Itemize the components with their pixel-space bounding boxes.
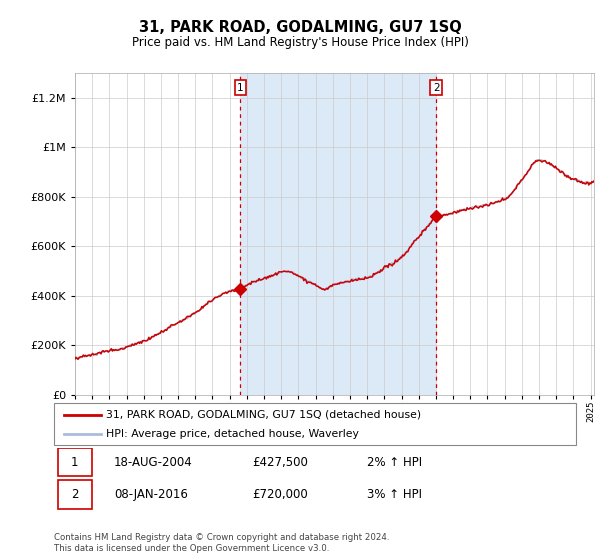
FancyBboxPatch shape: [54, 403, 576, 445]
FancyBboxPatch shape: [58, 448, 92, 477]
Text: 31, PARK ROAD, GODALMING, GU7 1SQ (detached house): 31, PARK ROAD, GODALMING, GU7 1SQ (detac…: [106, 409, 421, 419]
Text: 18-AUG-2004: 18-AUG-2004: [114, 456, 193, 469]
Text: 2: 2: [71, 488, 79, 501]
FancyBboxPatch shape: [58, 480, 92, 508]
Text: 2% ↑ HPI: 2% ↑ HPI: [367, 456, 422, 469]
Text: 08-JAN-2016: 08-JAN-2016: [114, 488, 188, 501]
Text: £427,500: £427,500: [253, 456, 308, 469]
Text: 2: 2: [433, 83, 440, 92]
Text: £720,000: £720,000: [253, 488, 308, 501]
Bar: [241, 73, 436, 395]
Text: 1: 1: [237, 83, 244, 92]
Text: 31, PARK ROAD, GODALMING, GU7 1SQ: 31, PARK ROAD, GODALMING, GU7 1SQ: [139, 20, 461, 35]
Text: 3% ↑ HPI: 3% ↑ HPI: [367, 488, 422, 501]
Text: Price paid vs. HM Land Registry's House Price Index (HPI): Price paid vs. HM Land Registry's House …: [131, 36, 469, 49]
Text: HPI: Average price, detached house, Waverley: HPI: Average price, detached house, Wave…: [106, 429, 359, 439]
Text: 1: 1: [71, 456, 79, 469]
Text: Contains HM Land Registry data © Crown copyright and database right 2024.
This d: Contains HM Land Registry data © Crown c…: [54, 533, 389, 553]
